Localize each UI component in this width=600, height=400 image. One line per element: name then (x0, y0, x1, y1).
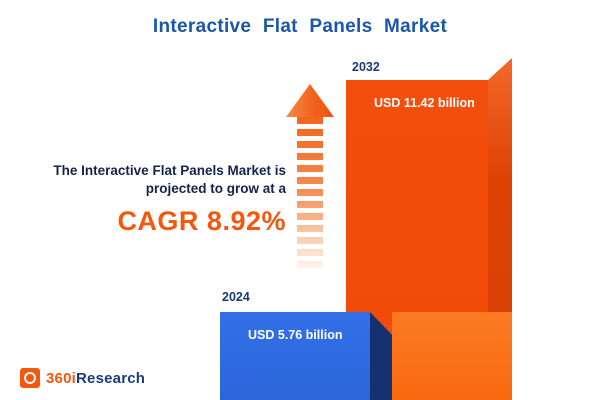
growth-annotation: The Interactive Flat Panels Market is pr… (10, 162, 286, 237)
bar-2032-lower-face (392, 312, 512, 400)
year-label-2032: 2032 (352, 60, 380, 74)
logo-text: 360iResearch (46, 370, 145, 387)
annotation-line-1: The Interactive Flat Panels Market is (53, 163, 286, 178)
logo-mark-icon (20, 368, 40, 388)
brand-logo: 360iResearch (20, 368, 145, 388)
bar-2024-side-face (370, 312, 392, 400)
annotation-line-2: projected to grow at a (145, 181, 286, 197)
logo-text-prefix: 360i (46, 369, 76, 387)
growth-arrow-dashed-stem (297, 117, 323, 275)
cagr-value: CAGR 8.92% (117, 206, 286, 237)
logo-ring-icon (24, 372, 36, 384)
bar-2024-value-label: USD 5.76 billion (248, 328, 343, 342)
chart-title: Interactive Flat Panels Market (152, 16, 448, 37)
year-label-2024: 2024 (222, 290, 250, 304)
bar-2032-value-label: USD 11.42 billion (374, 96, 475, 110)
bar-2024 (220, 312, 370, 400)
growth-arrow-icon (286, 84, 334, 117)
logo-text-suffix: Research (76, 369, 146, 387)
